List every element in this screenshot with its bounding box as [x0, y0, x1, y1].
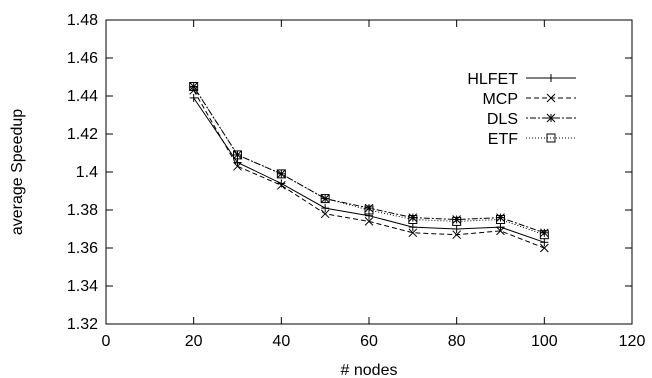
y-tick-label: 1.36: [67, 240, 98, 257]
data-point-etf: [496, 215, 505, 224]
data-point-etf: [276, 169, 286, 179]
data-point-dls: [189, 82, 199, 91]
data-point-dls: [452, 215, 462, 224]
x-tick-label: 60: [360, 333, 378, 350]
data-point-mcp: [364, 217, 374, 226]
y-tick-label: 1.46: [67, 50, 98, 67]
data-point-hlfet: [233, 158, 242, 167]
x-tick-label: 0: [102, 333, 111, 350]
x-tick-label: 40: [272, 333, 290, 350]
data-point-hlfet: [365, 211, 373, 220]
legend-label-hlfet: HLFET: [467, 71, 518, 88]
legend-marker-hlfet: [547, 74, 555, 82]
data-point-dls: [539, 228, 549, 238]
y-tick-label: 1.4: [76, 164, 98, 181]
data-point-dls: [364, 203, 374, 213]
legend-label-etf: ETF: [488, 131, 518, 148]
y-tick-label: 1.44: [67, 88, 98, 105]
data-point-dls: [496, 213, 505, 222]
data-point-hlfet: [496, 223, 505, 232]
y-tick-label: 1.34: [67, 278, 98, 295]
data-point-hlfet: [321, 204, 330, 213]
data-point-etf: [233, 150, 242, 160]
data-point-hlfet: [189, 93, 198, 102]
x-axis-title: # nodes: [341, 362, 398, 378]
x-tick-label: 100: [531, 333, 558, 350]
data-point-etf: [539, 230, 549, 240]
y-tick-label: 1.38: [67, 202, 98, 219]
data-point-hlfet: [540, 238, 549, 247]
y-tick-label: 1.32: [67, 316, 98, 333]
data-point-mcp: [452, 230, 462, 240]
x-tick-label: 20: [185, 333, 203, 350]
legend-marker-mcp: [546, 93, 556, 103]
data-point-mcp: [233, 161, 242, 171]
plot-frame: [105, 19, 633, 325]
series-line-etf: [193, 86, 545, 236]
data-point-etf: [320, 194, 330, 204]
data-point-dls: [276, 169, 286, 179]
data-point-etf: [452, 216, 462, 226]
data-point-hlfet: [452, 225, 461, 233]
data-point-hlfet: [277, 179, 286, 188]
data-point-mcp: [408, 228, 418, 238]
x-tick-label: 80: [448, 333, 466, 350]
data-point-dls: [408, 213, 418, 222]
data-point-mcp: [539, 243, 549, 253]
data-point-mcp: [496, 226, 505, 236]
data-point-dls: [320, 194, 330, 203]
data-point-mcp: [320, 209, 330, 219]
data-point-etf: [364, 205, 374, 215]
x-tick-label: 120: [619, 333, 646, 350]
legend-label-dls: DLS: [487, 111, 518, 128]
y-tick-label: 1.42: [67, 126, 98, 143]
y-axis-title: average Speedup: [9, 109, 26, 235]
legend-marker-etf: [546, 133, 556, 143]
legend-marker-dls: [546, 113, 556, 123]
data-point-mcp: [276, 180, 286, 190]
data-point-etf: [189, 82, 199, 91]
plot-area: 1.32 1.34 1.36 1.38 1.4 1.42 1.44 1.46 1.48 0 20 40…: [67, 12, 646, 350]
legend-label-mcp: MCP: [482, 91, 518, 108]
data-point-etf: [408, 215, 418, 224]
y-tick-label: 1.48: [67, 12, 98, 29]
data-point-hlfet: [408, 223, 417, 232]
legend: HLFET MCP DLS ETF: [467, 71, 576, 148]
